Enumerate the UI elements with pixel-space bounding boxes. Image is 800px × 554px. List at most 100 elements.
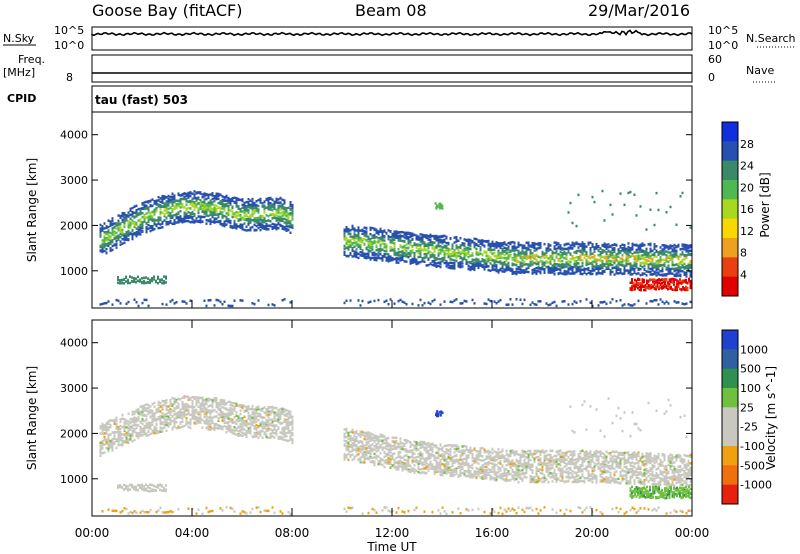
data-cell <box>253 204 256 207</box>
data-cell <box>527 255 530 258</box>
data-cell <box>131 236 134 239</box>
data-cell <box>131 222 134 225</box>
data-cell <box>523 256 526 259</box>
data-cell <box>653 272 656 276</box>
data-cell <box>121 220 124 224</box>
data-cell <box>363 252 366 256</box>
data-cell <box>547 249 550 253</box>
data-cell <box>637 282 639 285</box>
data-cell <box>131 511 134 515</box>
data-cell <box>387 235 390 238</box>
data-cell <box>265 214 268 217</box>
data-cell <box>143 280 145 283</box>
data-cell <box>676 285 678 288</box>
data-cell <box>685 279 687 282</box>
data-cell <box>439 240 442 244</box>
data-cell <box>157 277 159 280</box>
data-cell <box>215 195 218 199</box>
data-cell <box>273 207 276 210</box>
data-cell <box>147 201 150 204</box>
data-cell <box>215 217 218 220</box>
data-cell <box>451 252 454 255</box>
data-cell <box>123 422 126 425</box>
data-cell <box>209 206 212 209</box>
data-cell <box>259 222 262 225</box>
data-cell <box>657 251 660 254</box>
data-cell <box>513 270 516 274</box>
data-cell <box>623 259 626 262</box>
data-cell <box>211 213 214 217</box>
data-cell <box>463 242 466 245</box>
data-cell <box>145 422 148 425</box>
data-cell <box>275 211 278 214</box>
data-cell <box>491 248 494 252</box>
data-cell <box>683 279 686 282</box>
data-cell <box>149 213 152 216</box>
data-cell <box>643 288 645 292</box>
data-cell <box>121 281 123 285</box>
data-cell <box>205 219 208 222</box>
data-cell <box>673 269 676 273</box>
data-cell <box>459 236 462 240</box>
data-cell <box>521 255 524 259</box>
data-cell <box>541 260 544 263</box>
data-cell <box>179 202 182 206</box>
data-cell <box>197 215 200 218</box>
data-cell <box>551 256 554 260</box>
data-cell <box>153 426 156 429</box>
data-cell <box>165 203 168 207</box>
data-cell <box>399 239 402 242</box>
data-cell <box>391 249 394 252</box>
data-cell <box>531 243 534 247</box>
data-cell <box>219 206 222 210</box>
data-cell <box>621 243 624 246</box>
data-cell <box>581 249 584 252</box>
data-cell <box>129 510 132 514</box>
data-cell <box>511 247 514 250</box>
data-cell <box>101 439 104 443</box>
data-cell <box>547 247 550 250</box>
data-cell <box>601 189 604 193</box>
data-cell <box>651 258 654 261</box>
data-cell <box>689 280 692 283</box>
data-cell <box>225 204 228 208</box>
data-cell <box>353 229 356 232</box>
data-cell <box>355 254 358 257</box>
data-cell <box>235 211 238 214</box>
data-cell <box>523 251 526 254</box>
data-cell <box>495 260 498 263</box>
data-cell <box>529 249 532 252</box>
data-cell <box>565 247 568 251</box>
data-cell <box>139 431 142 434</box>
data-cell <box>670 285 672 289</box>
data-cell <box>503 256 506 260</box>
data-cell <box>377 251 380 254</box>
data-cell <box>197 191 200 195</box>
data-cell <box>233 223 236 226</box>
data-cell <box>447 252 450 256</box>
colorbar-tick-label: 8 <box>740 247 747 260</box>
data-cell <box>429 255 432 259</box>
data-cell <box>101 427 104 430</box>
data-cell <box>135 233 138 236</box>
data-cell <box>471 254 474 257</box>
data-cell <box>129 223 132 227</box>
data-cell <box>121 233 124 237</box>
data-cell <box>143 430 146 433</box>
data-cell <box>595 258 598 261</box>
data-cell <box>669 271 672 274</box>
data-cell <box>589 270 592 273</box>
data-cell <box>689 264 692 267</box>
data-cell <box>481 243 484 247</box>
data-cell <box>201 196 204 199</box>
data-cell <box>397 254 400 257</box>
data-cell <box>497 252 500 256</box>
data-cell <box>465 262 468 265</box>
data-cell <box>433 236 436 239</box>
data-cell <box>395 253 398 257</box>
data-cell <box>447 241 450 245</box>
data-cell <box>357 235 360 239</box>
data-cell <box>509 298 512 301</box>
data-cell <box>119 240 122 243</box>
data-cell <box>513 259 516 262</box>
